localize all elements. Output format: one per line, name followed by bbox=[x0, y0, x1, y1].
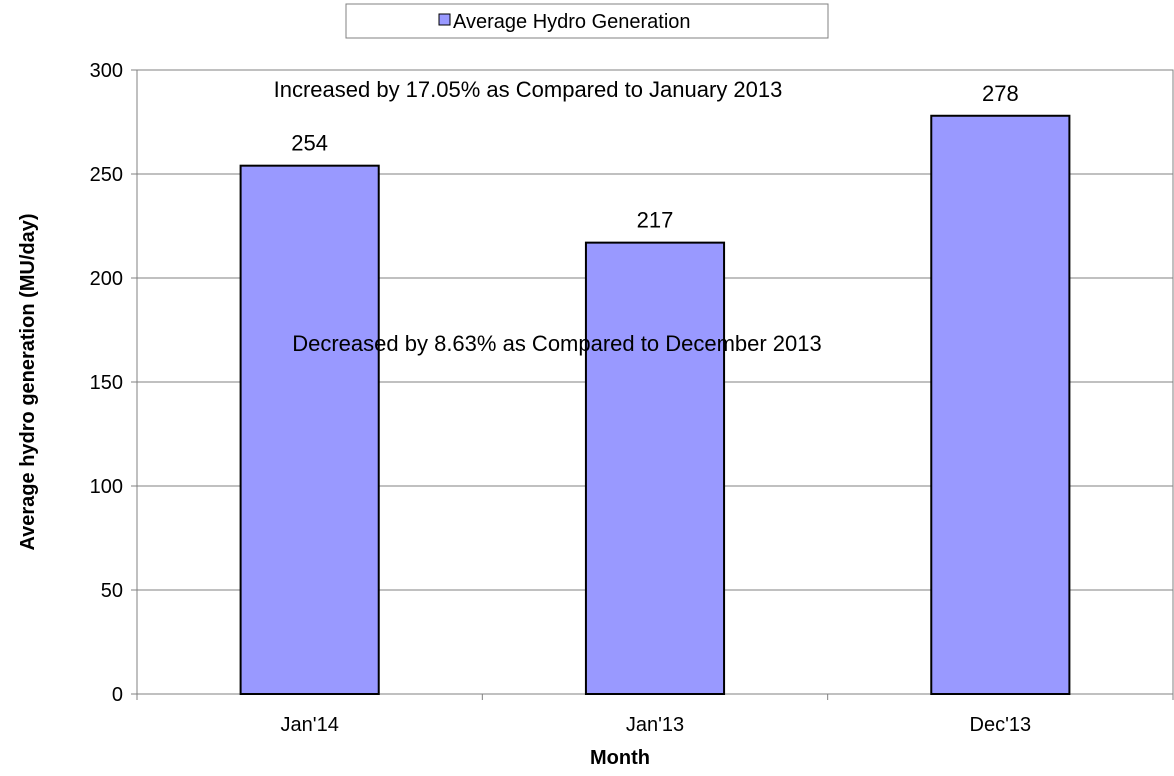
y-tick-label: 0 bbox=[112, 684, 123, 706]
legend: Average Hydro Generation bbox=[345, 3, 829, 39]
y-tick-label: 300 bbox=[90, 60, 123, 82]
data-label: 278 bbox=[982, 81, 1019, 106]
legend-label: Average Hydro Generation bbox=[453, 11, 691, 33]
y-tick-label: 200 bbox=[90, 268, 123, 290]
y-tick-label: 50 bbox=[101, 580, 123, 602]
bar-2 bbox=[930, 114, 1071, 695]
x-tick-label: Dec'13 bbox=[970, 714, 1032, 736]
legend-swatch bbox=[438, 13, 451, 26]
annotation-increase: Increased by 17.05% as Compared to Janua… bbox=[274, 77, 783, 102]
x-tick-label: Jan'13 bbox=[626, 714, 684, 736]
annotation-decrease: Decreased by 8.63% as Compared to Decemb… bbox=[292, 331, 822, 356]
data-label: 217 bbox=[637, 208, 674, 233]
data-label: 254 bbox=[291, 131, 328, 156]
x-axis-ticks: Jan'14 Jan'13 Dec'13 bbox=[136, 694, 1174, 736]
y-tick-label: 250 bbox=[90, 164, 123, 186]
legend-frame bbox=[345, 3, 829, 39]
y-tick-label: 150 bbox=[90, 372, 123, 394]
y-axis-title: Average hydro generation (MU/day) bbox=[17, 213, 39, 550]
bar-1 bbox=[584, 241, 726, 695]
bars bbox=[239, 114, 1071, 695]
data-labels: 254 217 278 bbox=[291, 81, 1018, 233]
x-axis-title: Month bbox=[590, 747, 650, 769]
x-tick-label: Jan'14 bbox=[281, 714, 339, 736]
y-tick-label: 100 bbox=[90, 476, 123, 498]
y-axis-ticks: 0 50 100 150 200 250 300 bbox=[90, 60, 137, 706]
bar-0 bbox=[239, 164, 380, 695]
